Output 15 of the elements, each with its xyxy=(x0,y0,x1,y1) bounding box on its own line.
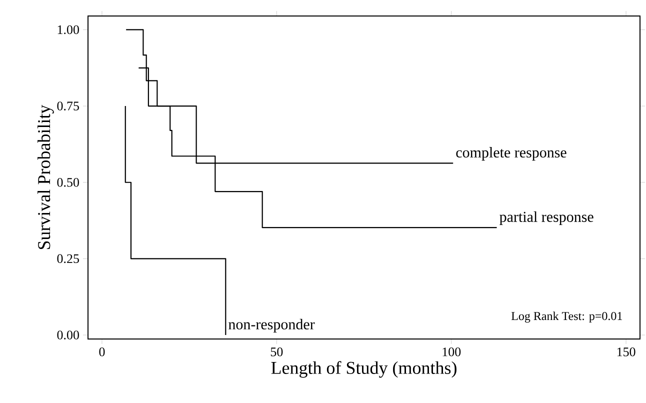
x-tick-label: 100 xyxy=(442,348,461,356)
x-tick-label: 0 xyxy=(99,348,105,356)
y-tick-label: 0.75 xyxy=(57,102,79,110)
series-label: complete response xyxy=(456,147,566,161)
series-label: partial response xyxy=(500,211,594,226)
y-tick-label: 0.25 xyxy=(57,254,79,264)
y-tick-label: 1.00 xyxy=(58,25,79,34)
series-label: non-responder xyxy=(228,318,315,332)
x-axis-title: Length of Study (months) xyxy=(271,361,456,378)
y-axis-title: Survival Probability xyxy=(38,104,54,250)
y-tick-label: 0.00 xyxy=(57,330,79,340)
annotation: Log Rank Test: p=0.01 xyxy=(511,312,622,323)
x-tick-label: 50 xyxy=(270,348,283,356)
y-tick-label: 0.50 xyxy=(57,178,79,187)
x-tick-label: 150 xyxy=(617,348,636,356)
